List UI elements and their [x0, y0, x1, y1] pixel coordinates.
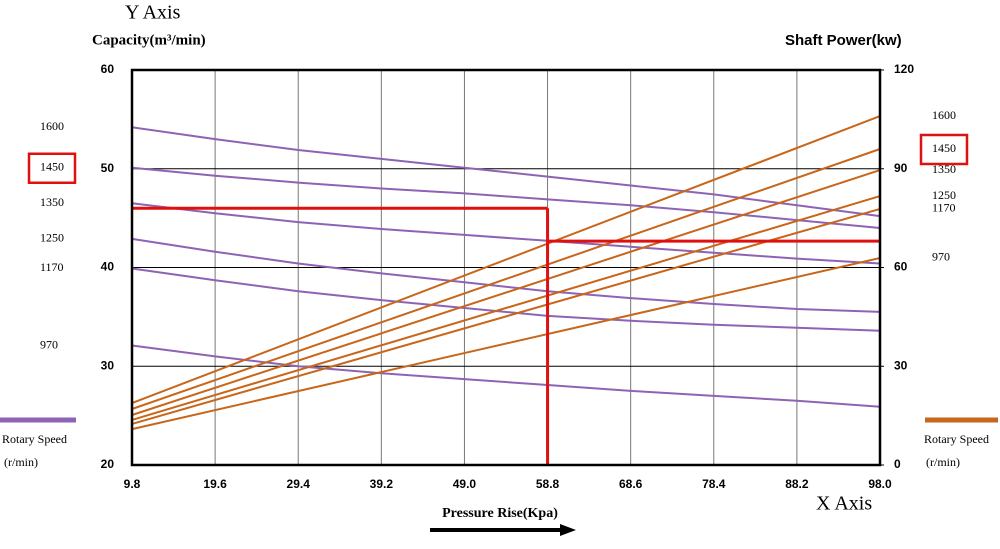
y2-axis-label: Shaft Power(kw): [785, 32, 902, 49]
series-line: [131, 166, 881, 229]
legend-unit: (r/min): [4, 455, 38, 469]
legend-unit: (r/min): [926, 455, 960, 469]
x-tick-label: 78.4: [702, 477, 726, 491]
speed-label: 1350: [932, 162, 956, 176]
y2-tick-label: 0: [894, 457, 901, 471]
x-tick-label: 49.0: [453, 477, 477, 491]
y-tick-label: 20: [101, 457, 115, 471]
y2-tick-label: 30: [894, 358, 908, 372]
speed-label: 1450: [40, 160, 64, 174]
speed-label: 970: [932, 250, 950, 264]
series-line: [131, 344, 881, 408]
series-line: [131, 195, 881, 421]
y-tick-label: 30: [101, 358, 115, 372]
y2-tick-label: 60: [894, 260, 908, 274]
series-line: [131, 115, 881, 405]
x-axis-label: Pressure Rise(Kpa): [442, 506, 558, 521]
y-tick-label: 40: [101, 260, 115, 274]
series-line: [131, 126, 881, 218]
speed-label: 1600: [40, 119, 64, 133]
x-tick-label: 88.2: [785, 477, 809, 491]
series-line: [131, 207, 881, 425]
series-line: [131, 237, 881, 313]
highlight-box: [27, 152, 77, 185]
y2-tick-label: 120: [894, 62, 914, 76]
speed-label: 1350: [40, 195, 64, 209]
speed-label: 970: [40, 337, 58, 351]
highlight-box: [919, 133, 969, 166]
x-tick-label: 58.8: [536, 477, 560, 491]
y-axis-label: Capacity(m³/min): [92, 32, 206, 48]
speed-label: 1250: [932, 188, 956, 202]
x-axis-title: X Axis: [816, 493, 872, 515]
speed-label: 1170: [932, 201, 956, 215]
plot-frame: [130, 68, 882, 467]
x-tick-label: 29.4: [287, 477, 311, 491]
x-tick-label: 39.2: [370, 477, 394, 491]
series-line: [131, 257, 881, 431]
series-line: [131, 169, 881, 416]
series-line: [131, 148, 881, 410]
legend-label: Rotary Speed: [2, 432, 67, 446]
speed-label: 1600: [932, 108, 956, 122]
series-line: [131, 202, 881, 265]
arrow-head: [560, 524, 576, 536]
y-tick-label: 60: [101, 62, 115, 76]
legend-label: Rotary Speed: [924, 432, 989, 446]
y-tick-label: 50: [101, 161, 115, 175]
speed-label: 1170: [40, 260, 64, 274]
x-tick-label: 19.6: [203, 477, 227, 491]
x-tick-label: 9.8: [124, 477, 141, 491]
series-line: [131, 267, 881, 332]
speed-label: 1450: [932, 141, 956, 155]
y-axis-title: Y Axis: [125, 2, 181, 24]
x-tick-label: 68.6: [619, 477, 643, 491]
x-tick-label: 98.0: [868, 477, 892, 491]
speed-label: 1250: [40, 231, 64, 245]
y2-tick-label: 90: [894, 161, 908, 175]
